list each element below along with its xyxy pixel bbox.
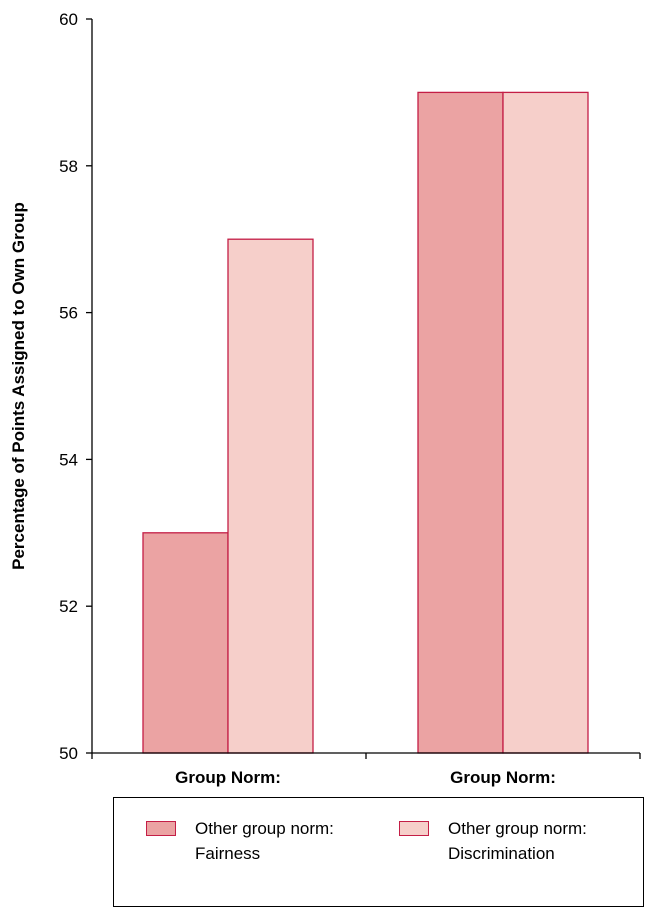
- y-axis-title: Percentage of Points Assigned to Own Gro…: [9, 202, 28, 570]
- axes-group: Group Norm:FairnessGroup Norm:Discrimina…: [59, 10, 641, 787]
- bar-1-1: [502, 91, 589, 754]
- legend-swatch-fairness: [146, 821, 176, 836]
- bars-group: [142, 91, 589, 754]
- x-tick-label-1-0: Group Norm:: [450, 768, 556, 787]
- legend-label-fairness-line2: Fairness: [195, 844, 261, 863]
- bar-0-0: [142, 532, 229, 754]
- y-tick-label-3: 56: [59, 304, 78, 323]
- x-tick-label-0-0: Group Norm:: [175, 768, 281, 787]
- legend-label-discrimination: Other group norm: Discrimination: [448, 816, 638, 866]
- bar-0-1: [227, 238, 314, 754]
- y-tick-label-5: 60: [59, 10, 78, 29]
- y-tick-label-1: 52: [59, 597, 78, 616]
- legend-label-fairness: Other group norm: Fairness: [195, 816, 385, 866]
- legend-swatch-discrimination: [399, 821, 429, 836]
- y-tick-label-4: 58: [59, 157, 78, 176]
- bar-chart: Group Norm:FairnessGroup Norm:Discrimina…: [9, 10, 641, 787]
- legend-label-discrimination-line1: Other group norm:: [448, 819, 587, 838]
- y-tick-label-2: 54: [59, 450, 78, 469]
- legend-label-discrimination-line2: Discrimination: [448, 844, 555, 863]
- bar-1-0: [417, 91, 504, 754]
- y-tick-label-0: 50: [59, 744, 78, 763]
- legend: Other group norm: Fairness Other group n…: [113, 797, 644, 907]
- legend-label-fairness-line1: Other group norm:: [195, 819, 334, 838]
